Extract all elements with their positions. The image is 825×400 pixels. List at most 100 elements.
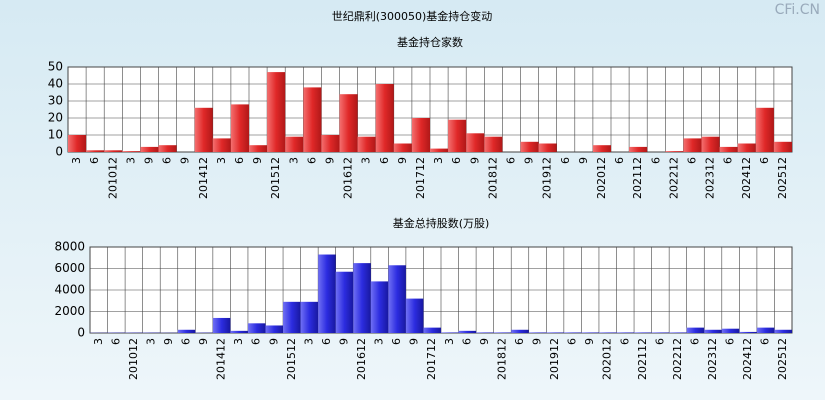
bar (212, 317, 231, 333)
y-tick-label: 2000 (54, 304, 85, 318)
bar (230, 104, 249, 152)
x-tick-label: 6 (460, 338, 473, 345)
x-tick-label: 202212 (671, 338, 684, 380)
bar (86, 150, 105, 152)
x-tick-label: 6 (250, 338, 263, 345)
x-tick-label: 6 (88, 157, 101, 164)
bar (773, 141, 792, 152)
bar (598, 332, 617, 333)
x-tick-label: 202312 (704, 157, 717, 199)
bar (335, 271, 354, 333)
bar (592, 145, 611, 152)
bar (466, 133, 485, 152)
x-tick-label: 9 (142, 157, 155, 164)
bar (303, 87, 322, 152)
bar (493, 332, 512, 333)
x-tick-label: 201912 (541, 157, 554, 199)
bar (756, 327, 775, 333)
bar (339, 94, 358, 152)
y-tick-label: 30 (48, 94, 63, 108)
bar (411, 118, 430, 152)
x-tick-label: 6 (504, 157, 517, 164)
bar (683, 138, 702, 152)
bar (212, 138, 231, 152)
bar (704, 329, 722, 333)
x-tick-label: 202212 (667, 157, 680, 199)
bar (739, 331, 757, 333)
chart-title: 基金总持股数(万股) (393, 216, 490, 230)
x-tick-label: 9 (583, 338, 596, 345)
x-tick-label: 6 (559, 157, 572, 164)
bar (300, 301, 319, 333)
bar (321, 135, 340, 152)
x-tick-label: 6 (724, 338, 737, 345)
bar (721, 328, 740, 333)
x-tick-label: 6 (513, 338, 526, 345)
bar (230, 330, 248, 333)
x-tick-label: 9 (267, 338, 280, 345)
bar (686, 327, 705, 333)
y-tick-label: 4000 (54, 283, 85, 297)
y-tick-label: 0 (77, 326, 85, 340)
x-tick-label: 202112 (636, 338, 649, 380)
x-tick-label: 202512 (776, 338, 789, 380)
x-tick-label: 202112 (631, 157, 644, 199)
bar (388, 265, 406, 333)
bar (669, 332, 687, 333)
x-tick-label: 6 (233, 157, 246, 164)
x-tick-label: 3 (302, 338, 315, 345)
bar (520, 141, 539, 152)
y-tick-label: 20 (48, 111, 63, 125)
x-tick-label: 6 (566, 338, 579, 345)
bar (158, 145, 177, 152)
bar (430, 148, 449, 152)
x-tick-label: 202312 (706, 338, 719, 380)
x-tick-label: 9 (531, 338, 544, 345)
x-tick-label: 3 (92, 338, 105, 345)
x-tick-label: 3 (443, 338, 456, 345)
x-tick-label: 3 (144, 338, 157, 345)
x-tick-label: 6 (180, 338, 193, 345)
x-tick-label: 201912 (548, 338, 561, 380)
bar (177, 329, 196, 333)
x-tick-label: 9 (251, 157, 264, 164)
x-tick-label: 9 (179, 157, 192, 164)
bar (375, 84, 394, 152)
bar (393, 143, 412, 152)
x-tick-label: 201612 (342, 157, 355, 199)
bar (546, 332, 564, 333)
y-tick-label: 0 (55, 145, 63, 159)
x-tick-label: 202512 (776, 157, 789, 199)
x-tick-label: 9 (478, 338, 491, 345)
bar (122, 151, 141, 152)
x-tick-label: 9 (323, 157, 336, 164)
x-tick-label: 6 (688, 338, 701, 345)
bar (629, 146, 648, 152)
bar (265, 325, 284, 333)
bar (737, 143, 756, 152)
bar (651, 332, 670, 333)
bar (774, 329, 792, 333)
y-tick-label: 50 (48, 60, 63, 74)
bar (441, 332, 459, 333)
x-tick-label: 6 (378, 157, 391, 164)
x-tick-label: 202412 (741, 338, 754, 380)
bar (528, 332, 547, 333)
watermark: CFi.CN (775, 2, 820, 18)
x-tick-label: 3 (70, 157, 83, 164)
x-tick-label: 6 (758, 157, 771, 164)
bar (701, 136, 720, 152)
bar (370, 281, 389, 333)
bar (476, 332, 494, 333)
x-tick-label: 201412 (197, 157, 210, 199)
x-tick-label: 3 (360, 157, 373, 164)
bar (249, 145, 268, 152)
bar (448, 119, 467, 152)
x-tick-label: 201512 (269, 157, 282, 199)
bar (484, 136, 503, 152)
x-tick-label: 6 (613, 157, 626, 164)
bar (353, 263, 371, 333)
bar (318, 254, 336, 333)
x-tick-label: 6 (390, 338, 403, 345)
